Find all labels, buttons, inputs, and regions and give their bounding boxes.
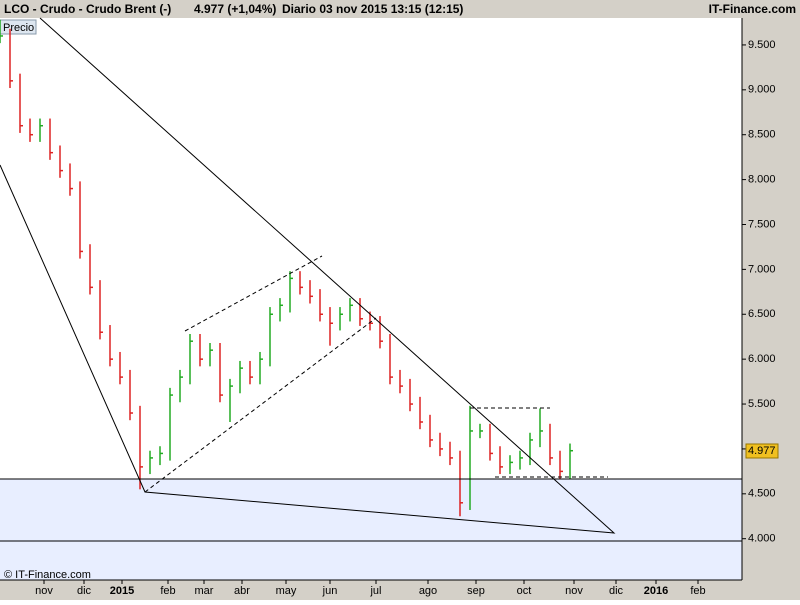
panel-label: Precio: [3, 22, 34, 34]
x-tick-label: dic: [77, 585, 92, 597]
support-zone: [0, 479, 742, 580]
x-tick-label: abr: [234, 585, 250, 597]
header-bar: [0, 0, 800, 18]
x-tick-label: ago: [419, 585, 437, 597]
channel-line: [184, 255, 323, 332]
x-tick-label: 2016: [644, 585, 668, 597]
x-tick-label: oct: [517, 585, 532, 597]
y-tick-label: 4.000: [748, 533, 776, 545]
y-tick-label: 6.000: [748, 353, 776, 365]
y-tick-label: 6.500: [748, 308, 776, 320]
last-value-box: [745, 443, 779, 459]
period: Diario 03 nov 2015 13:15 (12:15): [282, 2, 463, 16]
x-tick-label: sep: [467, 585, 485, 597]
x-tick-label: 2015: [110, 585, 134, 597]
y-tick-label: 8.000: [748, 174, 776, 186]
quote: 4.977 (+1,04%): [194, 2, 276, 16]
instrument: LCO - Crudo - Crudo Brent (-): [4, 2, 171, 16]
channel-line: [144, 317, 377, 493]
x-tick-label: feb: [690, 585, 705, 597]
y-tick-label: 9.000: [748, 84, 776, 96]
y-tick-label: 4.500: [748, 488, 776, 500]
x-tick-label: jul: [369, 585, 381, 597]
x-tick-label: dic: [609, 585, 624, 597]
x-tick-label: feb: [160, 585, 175, 597]
brand: IT-Finance.com: [709, 2, 796, 16]
y-tick-label: 7.000: [748, 263, 776, 275]
x-tick-label: mar: [195, 585, 214, 597]
y-tick-label: 9.500: [748, 39, 776, 51]
y-tick-label: 7.500: [748, 218, 776, 230]
x-tick-label: nov: [35, 585, 53, 597]
y-tick-label: 8.500: [748, 129, 776, 141]
x-tick-label: nov: [565, 585, 583, 597]
x-tick-label: jun: [322, 585, 338, 597]
y-tick-label: 5.500: [748, 398, 776, 410]
y-axis-area: [742, 18, 800, 600]
wedge: [0, 17, 616, 534]
panel-label-box: [0, 19, 37, 35]
last-value-label: 4.977: [748, 445, 776, 457]
x-axis-area: [0, 580, 742, 600]
trendlines: [0, 17, 742, 542]
x-tick-label: may: [276, 585, 297, 597]
copyright: © IT-Finance.com: [4, 569, 91, 581]
